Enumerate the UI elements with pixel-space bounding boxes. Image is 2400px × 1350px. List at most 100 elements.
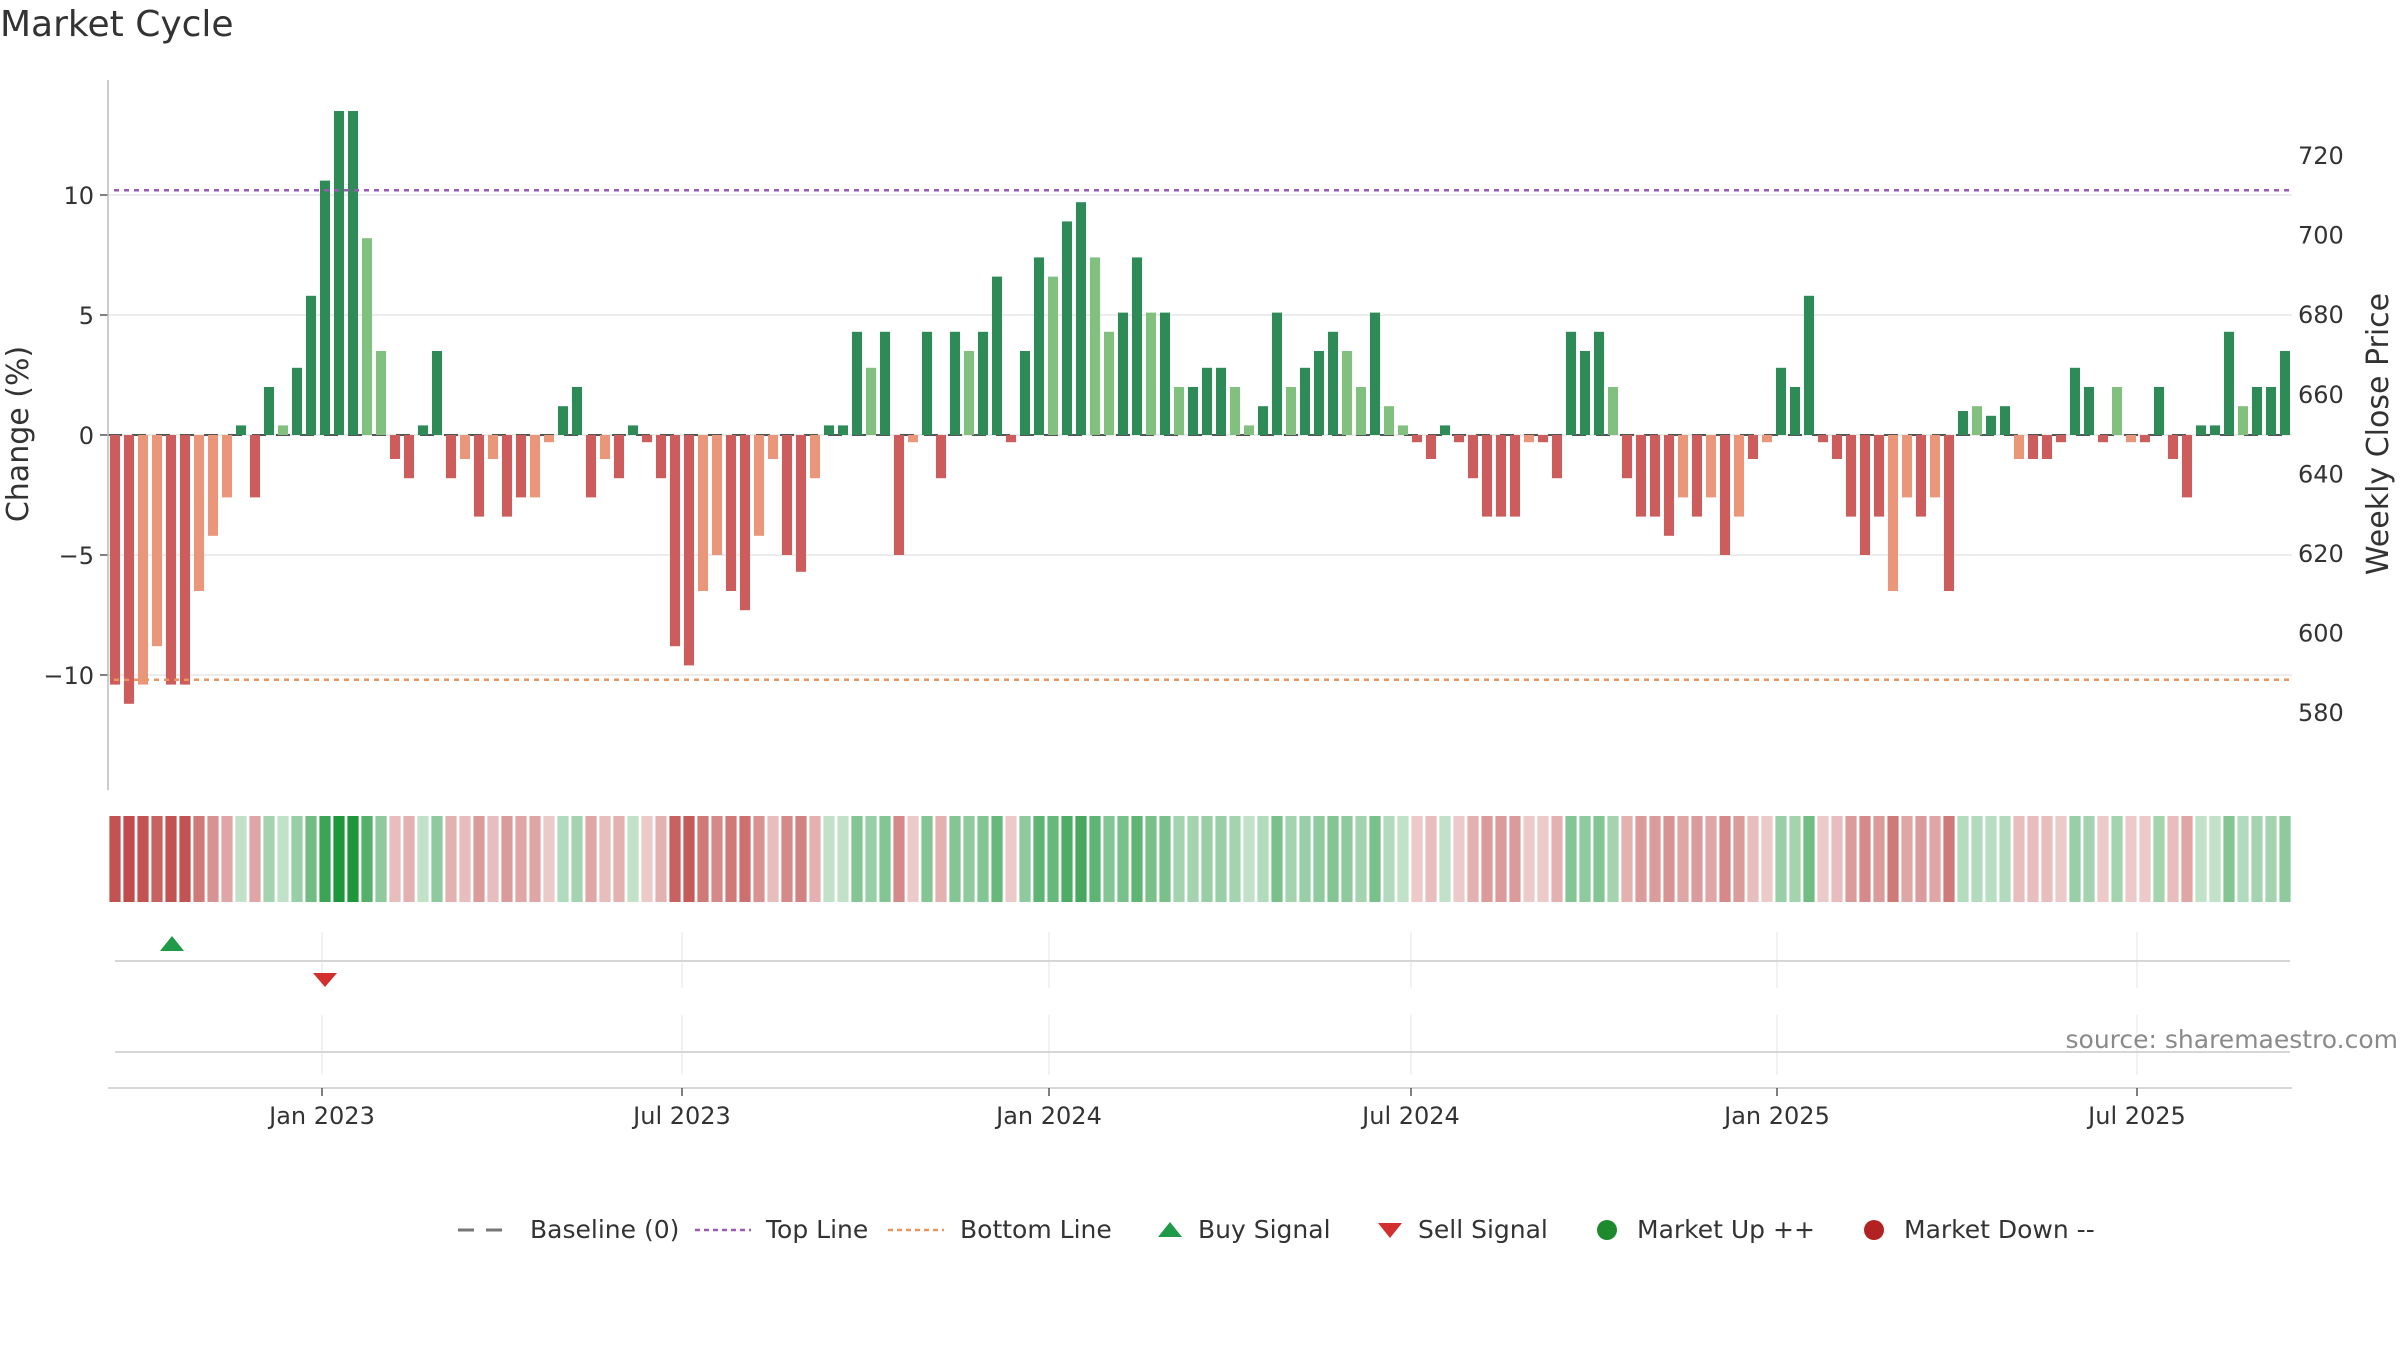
bar — [1985, 415, 1997, 435]
bar — [837, 425, 849, 435]
heat-cell — [1789, 816, 1801, 902]
bar — [1635, 435, 1647, 517]
heat-cell — [501, 816, 513, 902]
left-axis: 10 5 0 −5 −10 — [43, 80, 109, 790]
heat-cell — [1943, 816, 1955, 902]
x-axis: Jan 2023 Jul 2023 Jan 2024 Jul 2024 Jan 2025… — [108, 1087, 2292, 1130]
bar — [431, 351, 443, 435]
heat-cell — [529, 816, 541, 902]
bar — [1355, 387, 1367, 435]
bar — [2209, 425, 2221, 435]
heat-cell — [2069, 816, 2081, 902]
heat-cell — [1747, 816, 1759, 902]
heat-cell — [1579, 816, 1591, 902]
heat-cell — [1215, 816, 1227, 902]
heat-cell — [515, 816, 527, 902]
legend-label: Buy Signal — [1198, 1215, 1331, 1244]
bar — [1285, 387, 1297, 435]
bar — [1453, 435, 1465, 443]
heat-cell — [2265, 816, 2277, 902]
right-axis: 720 700 680 660 640 620 600 580 — [2298, 142, 2344, 727]
bar — [1215, 367, 1227, 435]
heat-cell — [599, 816, 611, 902]
bar — [1537, 435, 1549, 443]
heat-cell — [2237, 816, 2249, 902]
heat-cell — [2041, 816, 2053, 902]
bar — [1929, 435, 1941, 498]
heat-cell — [879, 816, 891, 902]
bar — [1257, 406, 1269, 435]
y-axis-label-right: Weekly Close Price — [2361, 293, 2396, 575]
heat-cell — [1971, 816, 1983, 902]
heat-cell — [1047, 816, 1059, 902]
bar — [249, 435, 261, 498]
x-tick-label: Jan 2023 — [267, 1102, 375, 1130]
bar — [1999, 406, 2011, 435]
heat-cell — [361, 816, 373, 902]
bar — [795, 435, 807, 572]
bar — [543, 435, 555, 443]
heat-cell — [137, 816, 149, 902]
legend-sell-icon — [1378, 1223, 1402, 1238]
bar — [151, 435, 163, 647]
heat-cell — [2097, 816, 2109, 902]
heat-cell — [2139, 816, 2151, 902]
heat-cell — [1467, 816, 1479, 902]
bar — [515, 435, 527, 498]
heat-cell — [445, 816, 457, 902]
bar — [1873, 435, 1885, 517]
bar — [1523, 435, 1535, 443]
heat-strip — [109, 816, 2291, 902]
x-tick-label: Jul 2024 — [1360, 1102, 1460, 1130]
bar — [725, 435, 737, 591]
bar — [361, 238, 373, 435]
bar — [2223, 331, 2235, 435]
heat-cell — [1313, 816, 1325, 902]
x-tick-label: Jul 2023 — [631, 1102, 731, 1130]
bar — [193, 435, 205, 591]
bar — [179, 435, 191, 685]
bar — [1481, 435, 1493, 517]
heat-cell — [1495, 816, 1507, 902]
heat-cell — [725, 816, 737, 902]
bar — [319, 180, 331, 435]
heat-cell — [557, 816, 569, 902]
heat-cell — [543, 816, 555, 902]
heat-cell — [1439, 816, 1451, 902]
bar — [1593, 331, 1605, 435]
bar — [1341, 351, 1353, 435]
bar — [2097, 435, 2109, 443]
bar — [1859, 435, 1871, 555]
bar — [291, 367, 303, 435]
heat-cell — [795, 816, 807, 902]
heat-cell — [1775, 816, 1787, 902]
heat-cell — [207, 816, 219, 902]
x-tick-label: Jan 2024 — [994, 1102, 1102, 1130]
bar — [1075, 202, 1087, 435]
heat-cell — [417, 816, 429, 902]
heat-cell — [1691, 816, 1703, 902]
heat-cell — [221, 816, 233, 902]
bar — [1649, 435, 1661, 517]
heat-cell — [263, 816, 275, 902]
heat-cell — [473, 816, 485, 902]
bar — [683, 435, 695, 666]
heat-cell — [2223, 816, 2235, 902]
heat-cell — [669, 816, 681, 902]
heat-cell — [2153, 816, 2165, 902]
bar — [949, 331, 961, 435]
bar — [879, 331, 891, 435]
bar — [459, 435, 471, 459]
bar — [823, 425, 835, 435]
y2-tick-label: 640 — [2298, 460, 2344, 488]
heat-cell — [1019, 816, 1031, 902]
heat-cell — [1117, 816, 1129, 902]
legend-label: Baseline (0) — [530, 1215, 679, 1244]
bar — [2041, 435, 2053, 459]
bar — [333, 111, 345, 435]
bar — [1159, 312, 1171, 435]
bar — [1467, 435, 1479, 479]
heat-cell — [1411, 816, 1423, 902]
y-axis-label-left: Change (%) — [1, 346, 36, 522]
bar — [655, 435, 667, 479]
